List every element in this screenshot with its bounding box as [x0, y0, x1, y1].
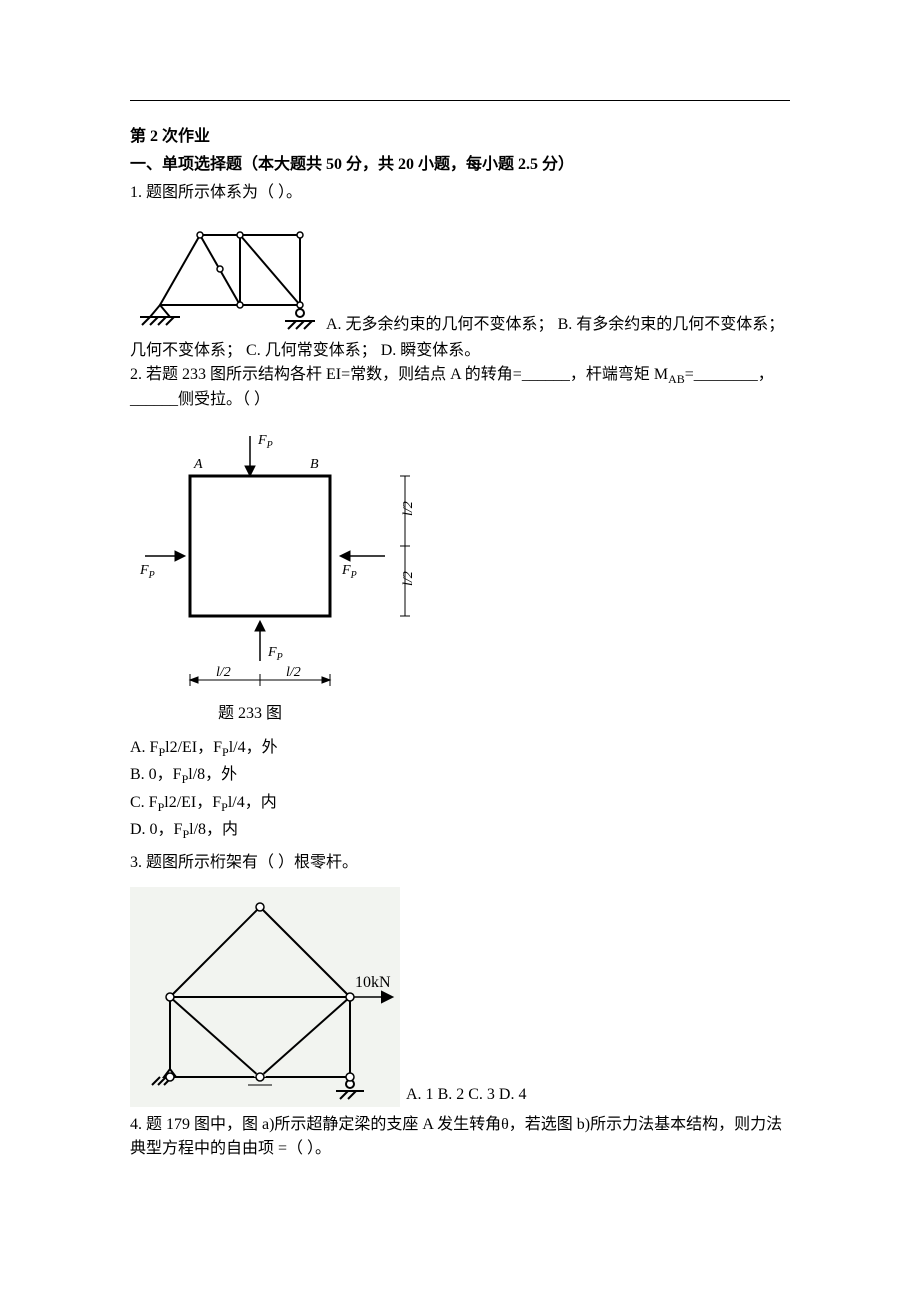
svg-text:FP: FP	[257, 433, 273, 451]
q2-caption: 题 233 图	[130, 702, 370, 726]
q1-optD: D. 瞬变体系。	[381, 342, 481, 359]
q1-optB-cont: 几何不变体系；	[130, 342, 242, 359]
q3-load-label: 10kN	[355, 974, 391, 991]
q1-options-inline: A. 无多余约束的几何不变体系； B. 有多余约束的几何不变体系；	[326, 313, 784, 337]
q2-optA: A. FPl2/EI，FPl/4，外	[130, 736, 790, 761]
q2-figure: A B FP FP FP FP l/2 l/2 l/2 l/2	[130, 416, 430, 696]
svg-text:l/2: l/2	[216, 665, 231, 680]
q2-optD: D. 0，FPl/8，内	[130, 818, 790, 843]
svg-text:l/2: l/2	[286, 665, 301, 680]
svg-text:FP: FP	[341, 563, 357, 581]
top-rule	[130, 100, 790, 101]
q2-optB: B. 0，FPl/8，外	[130, 763, 790, 788]
svg-text:FP: FP	[267, 645, 283, 663]
q1-figure-row: A. 无多余约束的几何不变体系； B. 有多余约束的几何不变体系；	[130, 217, 790, 337]
q1-figure	[130, 217, 320, 337]
q3-stem: 3. 题图所示桁架有（ ）根零杆。	[130, 851, 790, 875]
q4-stem: 4. 题 179 图中，图 a)所示超静定梁的支座 A 发生转角θ，若选图 b)…	[130, 1113, 790, 1161]
q1-stem: 1. 题图所示体系为（ ）。	[130, 181, 790, 205]
q2-stem: 2. 若题 233 图所示结构各杆 EI=常数，则结点 A 的转角=______…	[130, 363, 790, 412]
q1-optB: B. 有多余约束的几何不变体系；	[558, 316, 785, 333]
q2-stem-prefix: 2. 若题 233 图所示结构各杆 EI=常数，则结点 A 的转角=______…	[130, 366, 668, 383]
q3-optA: A. 1	[406, 1086, 434, 1103]
q2-label-B: B	[310, 457, 319, 472]
q3-figure: 10kN	[130, 887, 400, 1107]
q3-optB: B. 2	[438, 1086, 465, 1103]
q1-options-line2: 几何不变体系； C. 几何常变体系； D. 瞬变体系。	[130, 339, 790, 363]
assignment-title: 第 2 次作业	[130, 125, 790, 149]
svg-text:l/2: l/2	[401, 571, 416, 586]
q3-optD: D. 4	[499, 1086, 527, 1103]
page: 第 2 次作业 一、单项选择题（本大题共 50 分，共 20 小题，每小题 2.…	[0, 0, 920, 1302]
svg-text:FP: FP	[139, 563, 155, 581]
q2-label-A: A	[193, 457, 203, 472]
svg-text:l/2: l/2	[401, 501, 416, 516]
q3-options-inline: A. 1 B. 2 C. 3 D. 4	[406, 1083, 526, 1107]
q2-optC: C. FPl2/EI，FPl/4，内	[130, 791, 790, 816]
q1-optA: A. 无多余约束的几何不变体系；	[326, 316, 554, 333]
section-heading: 一、单项选择题（本大题共 50 分，共 20 小题，每小题 2.5 分）	[130, 153, 790, 177]
q1-optC: C. 几何常变体系；	[246, 342, 377, 359]
q2-stem-sub: AB	[668, 372, 685, 386]
q3-optC: C. 3	[468, 1086, 495, 1103]
q3-figure-row: 10kN A. 1 B. 2 C. 3 D. 4	[130, 887, 790, 1107]
